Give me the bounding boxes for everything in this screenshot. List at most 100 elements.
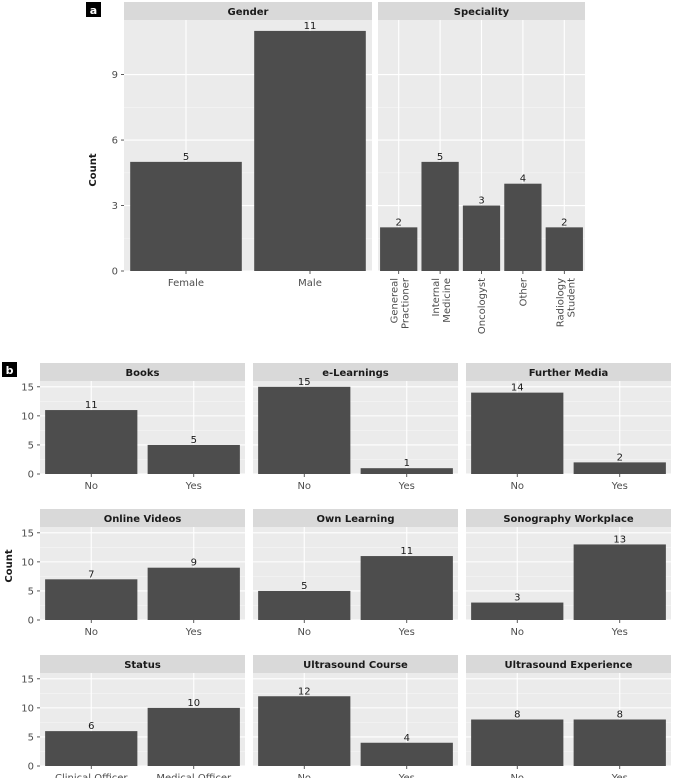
- bar: [360, 556, 453, 620]
- data-label: 11: [85, 400, 98, 411]
- bar: [471, 602, 564, 620]
- strip-gender: [124, 2, 372, 20]
- y-tick-label: 10: [21, 411, 34, 422]
- data-label: 2: [617, 452, 623, 463]
- y-axis-title-a: Count: [88, 153, 99, 186]
- x-tick-label: Yes: [185, 481, 202, 492]
- x-tick-label: Oncologyst: [477, 278, 488, 334]
- x-tick-label: No: [510, 773, 524, 778]
- strip-speciality: [378, 2, 585, 20]
- data-label: 13: [613, 534, 626, 545]
- y-axis-title-b: Count: [4, 549, 15, 582]
- x-tick-label: Yes: [611, 773, 628, 778]
- x-tick-label: RadiologyStudent: [555, 278, 577, 327]
- x-tick-label: Yes: [185, 627, 202, 638]
- data-label: 4: [520, 174, 526, 185]
- data-label: 2: [561, 217, 567, 228]
- panel-tag-a: [86, 2, 101, 17]
- data-label: 14: [511, 383, 524, 394]
- bar: [258, 386, 351, 474]
- bar: [45, 410, 138, 474]
- facet-title-e-learnings: e-Learnings: [322, 368, 389, 379]
- bar: [45, 579, 138, 620]
- y-tick-label: 5: [28, 586, 34, 597]
- y-tick-label: 5: [28, 440, 34, 451]
- y-tick-label: 15: [21, 382, 34, 393]
- data-label: 5: [191, 435, 197, 446]
- bar: [545, 227, 583, 271]
- facet-title-ultrasound-course: Ultrasound Course: [303, 660, 408, 671]
- facet-title-own-learning: Own Learning: [317, 514, 395, 525]
- x-tick-label: Yes: [398, 773, 415, 778]
- strip-online-videos: [40, 509, 245, 527]
- y-tick-label: 15: [21, 674, 34, 685]
- y-tick-label: 10: [21, 557, 34, 568]
- bar: [360, 468, 453, 474]
- x-tick-label: Yes: [398, 481, 415, 492]
- x-tick-label: Clinical Officer: [55, 773, 128, 778]
- strip-further-media: [466, 363, 671, 381]
- x-tick-label: Male: [298, 278, 322, 289]
- data-label: 7: [88, 569, 94, 580]
- x-tick-label: No: [84, 481, 98, 492]
- bar: [45, 731, 138, 766]
- data-label: 10: [187, 698, 200, 709]
- y-tick-label: 6: [112, 136, 118, 147]
- bar: [471, 719, 564, 766]
- x-tick-label: Yes: [611, 481, 628, 492]
- facet-title-further-media: Further Media: [529, 368, 609, 379]
- y-tick-label: 3: [112, 201, 118, 212]
- bar: [421, 161, 459, 271]
- x-tick-label: GenerealPractioner: [390, 277, 412, 329]
- x-tick-label: No: [510, 627, 524, 638]
- y-tick-label: 10: [21, 703, 34, 714]
- y-tick-label: 0: [112, 267, 118, 278]
- facet-title-online-videos: Online Videos: [104, 514, 182, 525]
- bar: [462, 205, 501, 271]
- facet-title-books: Books: [126, 368, 160, 379]
- y-tick-label: 9: [112, 70, 118, 81]
- x-tick-label: InternalMedicine: [431, 278, 453, 323]
- data-label: 8: [514, 710, 520, 721]
- x-tick-label: Yes: [611, 627, 628, 638]
- data-label: 12: [298, 686, 311, 697]
- data-label: 2: [396, 217, 402, 228]
- data-label: 5: [183, 152, 189, 163]
- panel-tag-b: [2, 362, 17, 377]
- bar: [573, 462, 666, 474]
- panel-tag-a-label: a: [90, 4, 97, 17]
- facet-title-ultrasound-experience: Ultrasound Experience: [505, 660, 633, 671]
- bar: [254, 30, 366, 272]
- data-label: 4: [404, 733, 410, 744]
- x-tick-label: Female: [168, 278, 204, 289]
- x-tick-label: No: [297, 773, 311, 778]
- x-tick-label: No: [510, 481, 524, 492]
- strip-ultrasound-course: [253, 655, 458, 673]
- y-tick-label: 15: [21, 528, 34, 539]
- y-tick-label: 5: [28, 732, 34, 743]
- facet-title-status: Status: [124, 660, 161, 671]
- strip-ultrasound-experience: [466, 655, 671, 673]
- x-tick-label: Medical Officer: [156, 773, 232, 778]
- x-tick-label: No: [297, 627, 311, 638]
- x-tick-label: Other: [518, 277, 529, 306]
- data-label: 5: [301, 581, 307, 592]
- y-tick-label: 0: [28, 762, 34, 773]
- bar: [258, 590, 351, 620]
- data-label: 8: [617, 710, 623, 721]
- strip-status: [40, 655, 245, 673]
- bar: [147, 444, 240, 474]
- bar: [380, 227, 418, 271]
- x-tick-label: No: [84, 627, 98, 638]
- data-label: 5: [437, 152, 443, 163]
- data-label: 11: [400, 546, 413, 557]
- strip-sonography-workplace: [466, 509, 671, 527]
- data-label: 6: [88, 721, 94, 732]
- data-label: 15: [298, 377, 311, 388]
- bar: [130, 161, 242, 271]
- data-label: 3: [514, 593, 520, 604]
- x-tick-label: No: [297, 481, 311, 492]
- panel-tag-b-label: b: [6, 364, 14, 377]
- strip-own-learning: [253, 509, 458, 527]
